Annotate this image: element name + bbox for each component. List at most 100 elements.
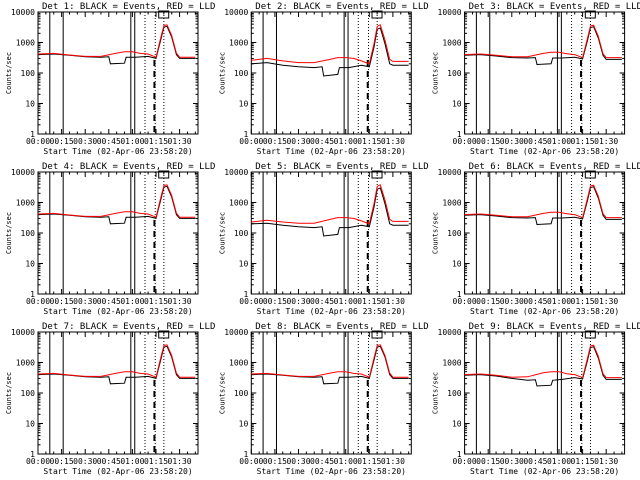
plot-frame xyxy=(37,171,199,295)
panel-title: Det 9: BLACK = Events, RED = LLD xyxy=(469,322,640,332)
panel-det-3: Det 3: BLACK = Events, RED = LLD 1 10 100 10… xyxy=(432,2,640,156)
x-tick-label: 01:30 xyxy=(381,457,405,466)
x-tick-label: 01:00 xyxy=(547,137,571,146)
y-tick-label: 1000 xyxy=(442,39,461,48)
series-lld-line xyxy=(464,344,622,379)
y-tick-label: 1 xyxy=(243,450,248,459)
panel-title: Det 8: BLACK = Events, RED = LLD xyxy=(255,322,428,332)
y-tick-label: 1 xyxy=(457,290,462,299)
y-tick-label: 10000 xyxy=(11,8,35,17)
x-tick-label: 01:00 xyxy=(120,297,144,306)
y-axis-label: Counts/sec xyxy=(432,372,440,414)
series-events-line xyxy=(37,25,196,65)
y-tick-label: 10 xyxy=(452,420,462,429)
x-tick-label: 01:00 xyxy=(120,137,144,146)
peak-marker-box xyxy=(584,170,596,179)
y-tick-label: 10 xyxy=(25,420,35,429)
x-tick-label: 00:00 xyxy=(453,297,477,306)
x-tick-label: 01:15 xyxy=(357,297,381,306)
y-tick-label: 10 xyxy=(239,420,249,429)
x-axis-label: Start Time (02-Apr-06 23:58:20) xyxy=(43,147,192,156)
x-tick-label: 00:00 xyxy=(453,137,477,146)
y-tick-label: 100 xyxy=(447,69,462,78)
y-axis-label: Counts/sec xyxy=(5,372,13,414)
panel-title: Det 4: BLACK = Events, RED = LLD xyxy=(42,162,215,172)
panel-det-9: Det 9: BLACK = Events, RED = LLD 1 10 100 10… xyxy=(432,322,640,476)
y-tick-label: 100 xyxy=(234,69,249,78)
plot-frame xyxy=(464,171,626,295)
panel-det-1: Det 1: BLACK = Events, RED = LLD 1 10 100 10… xyxy=(5,2,215,156)
y-tick-label: 100 xyxy=(234,229,249,238)
x-tick-label: 00:00 xyxy=(453,457,477,466)
y-axis-label: Counts/sec xyxy=(218,372,226,414)
panel-title: Det 5: BLACK = Events, RED = LLD xyxy=(255,162,428,172)
y-tick-label: 1 xyxy=(30,130,35,139)
series-lld-line xyxy=(251,24,409,65)
x-tick-label: 00:30 xyxy=(286,297,310,306)
peak-marker-box xyxy=(158,170,170,179)
panel-det-4: Det 4: BLACK = Events, RED = LLD 1 10 100 10… xyxy=(5,162,215,316)
x-tick-label: 01:30 xyxy=(168,297,192,306)
panel-det-8: Det 8: BLACK = Events, RED = LLD 1 10 100 10… xyxy=(218,322,428,476)
x-tick-label: 00:15 xyxy=(263,457,287,466)
y-tick-label: 1000 xyxy=(16,39,35,48)
x-axis-label: Start Time (02-Apr-06 23:58:20) xyxy=(257,467,406,476)
y-tick-label: 10 xyxy=(239,100,249,109)
x-tick-label: 00:30 xyxy=(73,457,97,466)
y-tick-label: 10 xyxy=(239,260,249,269)
x-tick-label: 01:00 xyxy=(334,457,358,466)
x-tick-label: 01:15 xyxy=(144,137,168,146)
x-tick-label: 01:30 xyxy=(381,297,405,306)
plot-frame xyxy=(250,331,412,455)
series-lld-line xyxy=(37,184,196,218)
y-tick-label: 1000 xyxy=(16,199,35,208)
y-tick-label: 1 xyxy=(30,290,35,299)
x-axis-label: Start Time (02-Apr-06 23:58:20) xyxy=(470,467,619,476)
x-tick-label: 01:15 xyxy=(571,297,595,306)
x-tick-label: 01:15 xyxy=(144,457,168,466)
y-tick-label: 1 xyxy=(243,290,248,299)
y-tick-label: 1000 xyxy=(442,359,461,368)
plot-frame xyxy=(464,331,626,455)
y-tick-label: 10000 xyxy=(438,8,462,17)
x-tick-label: 00:45 xyxy=(97,297,121,306)
y-tick-label: 1000 xyxy=(442,199,461,208)
x-tick-label: 01:30 xyxy=(168,137,192,146)
peak-marker-box xyxy=(158,330,170,339)
panel-det-5: Det 5: BLACK = Events, RED = LLD 1 10 100 10… xyxy=(218,162,428,316)
series-events-line xyxy=(464,26,622,66)
panel-det-7: Det 7: BLACK = Events, RED = LLD 1 10 100 10… xyxy=(5,322,215,476)
peak-marker-box xyxy=(371,170,383,179)
y-tick-label: 10 xyxy=(25,260,35,269)
plot-frame xyxy=(37,331,199,455)
x-tick-label: 00:15 xyxy=(50,137,74,146)
x-tick-label: 01:15 xyxy=(144,297,168,306)
x-tick-label: 00:15 xyxy=(50,457,74,466)
y-axis-label: Counts/sec xyxy=(432,212,440,254)
x-tick-label: 01:15 xyxy=(571,457,595,466)
x-tick-label: 00:30 xyxy=(73,137,97,146)
plot-frame xyxy=(250,11,412,135)
y-axis-label: Counts/sec xyxy=(432,52,440,94)
x-tick-label: 01:00 xyxy=(547,457,571,466)
x-tick-label: 00:45 xyxy=(310,457,334,466)
x-tick-label: 01:00 xyxy=(334,137,358,146)
x-tick-label: 01:30 xyxy=(594,297,618,306)
x-tick-label: 00:45 xyxy=(523,297,547,306)
x-tick-label: 00:45 xyxy=(97,137,121,146)
y-tick-label: 100 xyxy=(447,389,462,398)
x-axis-label: Start Time (02-Apr-06 23:58:20) xyxy=(43,467,192,476)
x-tick-label: 00:00 xyxy=(239,297,263,306)
series-events-line xyxy=(37,185,196,225)
x-tick-label: 01:00 xyxy=(334,297,358,306)
y-tick-label: 1000 xyxy=(229,39,248,48)
panel-det-6: Det 6: BLACK = Events, RED = LLD 1 10 100 10… xyxy=(432,162,640,316)
x-tick-label: 00:00 xyxy=(239,457,263,466)
y-tick-label: 1 xyxy=(30,450,35,459)
y-tick-label: 100 xyxy=(21,389,36,398)
x-tick-label: 00:00 xyxy=(26,457,50,466)
series-lld-line xyxy=(37,24,196,58)
x-tick-label: 01:15 xyxy=(357,457,381,466)
panel-title: Det 3: BLACK = Events, RED = LLD xyxy=(469,2,640,12)
